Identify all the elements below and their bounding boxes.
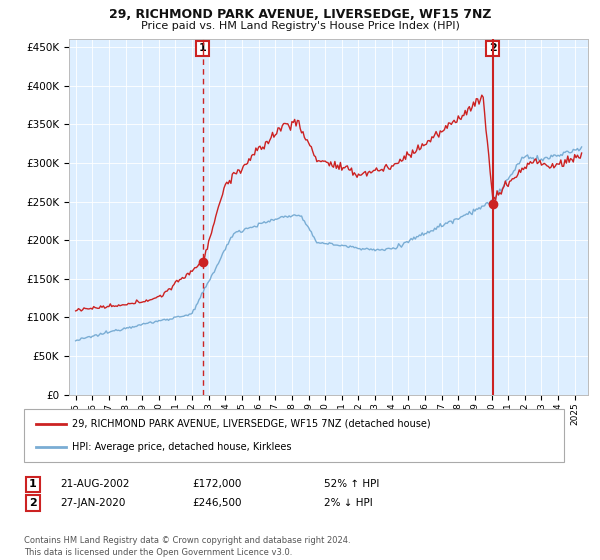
- Text: 29, RICHMOND PARK AVENUE, LIVERSEDGE, WF15 7NZ (detached house): 29, RICHMOND PARK AVENUE, LIVERSEDGE, WF…: [72, 419, 431, 429]
- Text: Contains HM Land Registry data © Crown copyright and database right 2024.
This d: Contains HM Land Registry data © Crown c…: [24, 536, 350, 557]
- Text: HPI: Average price, detached house, Kirklees: HPI: Average price, detached house, Kirk…: [72, 442, 292, 452]
- Text: 21-AUG-2002: 21-AUG-2002: [60, 479, 130, 489]
- Text: £246,500: £246,500: [192, 498, 241, 508]
- Text: 2: 2: [29, 498, 37, 508]
- Text: 1: 1: [199, 44, 206, 53]
- Text: 27-JAN-2020: 27-JAN-2020: [60, 498, 125, 508]
- Text: 1: 1: [29, 479, 37, 489]
- Text: £172,000: £172,000: [192, 479, 241, 489]
- Text: 52% ↑ HPI: 52% ↑ HPI: [324, 479, 379, 489]
- Text: 2: 2: [489, 44, 497, 53]
- Text: Price paid vs. HM Land Registry's House Price Index (HPI): Price paid vs. HM Land Registry's House …: [140, 21, 460, 31]
- Text: 2% ↓ HPI: 2% ↓ HPI: [324, 498, 373, 508]
- Text: 29, RICHMOND PARK AVENUE, LIVERSEDGE, WF15 7NZ: 29, RICHMOND PARK AVENUE, LIVERSEDGE, WF…: [109, 8, 491, 21]
